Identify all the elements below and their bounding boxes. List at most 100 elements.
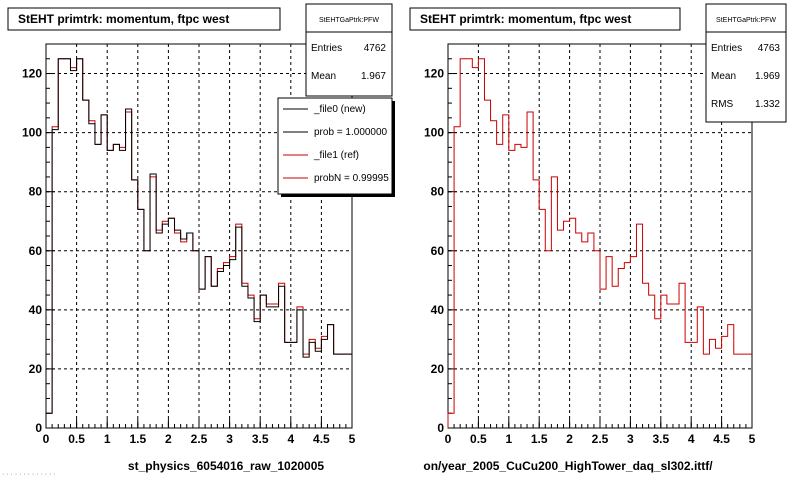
histogram-bin — [309, 342, 315, 428]
histogram-bin — [175, 230, 181, 428]
histogram-bin — [223, 266, 229, 428]
chart-title: StEHT primtrk: momentum, ftpc west — [420, 12, 631, 26]
histogram-bin — [612, 286, 618, 428]
histogram-bin — [334, 354, 340, 428]
histogram-bin — [119, 150, 125, 428]
histogram-bin — [673, 304, 679, 428]
histogram-bin — [697, 307, 703, 428]
histogram-bin — [564, 221, 570, 428]
chart-title-box — [7, 7, 281, 31]
histogram-bin — [557, 230, 563, 428]
histogram-bin — [162, 224, 168, 428]
histogram-bin — [52, 130, 58, 428]
histogram-bin — [150, 174, 156, 428]
histogram-bin — [454, 127, 460, 428]
histogram-bin — [709, 339, 715, 428]
histogram-bin — [576, 233, 582, 428]
legend-shadow — [392, 101, 395, 197]
legend-label: _file0 (new) — [313, 104, 366, 115]
histogram-bin — [472, 68, 478, 428]
x-tick-label: 2.5 — [592, 432, 609, 446]
x-tick-label: 5 — [349, 432, 356, 446]
histogram-bin — [187, 233, 193, 428]
legend-shadow — [281, 194, 395, 197]
histogram-bin — [618, 268, 624, 428]
x-tick-label: 2.5 — [191, 432, 208, 446]
histogram-bin — [685, 342, 691, 428]
histogram-bin — [217, 271, 223, 428]
x-tick-label: 0.5 — [470, 432, 487, 446]
y-tick-label: 100 — [424, 126, 444, 140]
histogram-bin — [600, 289, 606, 428]
histogram-bin — [83, 100, 89, 428]
y-tick-label: 0 — [437, 421, 444, 435]
histogram-series — [45, 58, 352, 428]
histogram-bin — [521, 147, 527, 428]
histogram-bin — [594, 251, 600, 428]
histogram-bin — [144, 251, 150, 428]
histogram-bin — [248, 298, 254, 428]
histogram-bin — [491, 121, 497, 428]
x-tick-label: 4.5 — [313, 432, 330, 446]
x-axis-label: on/year_2005_CuCu200_HighTower_daq_sl302… — [423, 459, 713, 473]
histogram-bin — [132, 180, 138, 428]
x-tick-label: 1.5 — [531, 432, 548, 446]
histogram-bin — [138, 209, 144, 428]
histogram-bin — [315, 351, 321, 428]
footer-faint-text: · · · · · · · · · · · · · — [2, 471, 56, 478]
y-tick-label: 20 — [29, 362, 43, 376]
x-tick-label: 0 — [43, 432, 50, 446]
stats-label: Entries — [711, 43, 742, 54]
x-tick-label: 3.5 — [652, 432, 669, 446]
histogram-bin — [156, 233, 162, 428]
histogram-bin — [236, 227, 242, 428]
legend-label: prob = 1.000000 — [314, 127, 388, 138]
histogram-bin — [126, 109, 132, 428]
histogram-bin — [649, 295, 655, 428]
histogram-bin — [260, 295, 266, 428]
y-tick-label: 100 — [22, 126, 42, 140]
histogram-bin — [497, 144, 503, 428]
histogram-bin — [193, 251, 199, 428]
histogram-bin — [297, 310, 303, 428]
histogram-bin — [740, 354, 746, 428]
legend-label: _file1 (ref) — [313, 150, 359, 161]
histogram-bin — [533, 180, 539, 428]
histogram-bin — [89, 124, 95, 428]
histogram-bin — [545, 251, 551, 428]
histogram-bin — [503, 115, 509, 428]
y-tick-label: 40 — [431, 303, 445, 317]
histogram-bin — [551, 177, 557, 428]
stats-label: Entries — [311, 43, 342, 54]
stats-box — [305, 3, 393, 97]
legend-label: probN = 0.99995 — [314, 173, 389, 184]
histogram-bin — [466, 59, 472, 428]
histogram-bin — [321, 339, 327, 428]
histogram-bin — [285, 342, 291, 428]
histogram-bin — [679, 283, 685, 428]
histogram-bin — [588, 233, 594, 428]
right-histogram-pad: 0 0.5 1 1.5 2 2.5 3 3.5 4 4.5 5 0 20 40 60 80 100 120 StEH… — [409, 3, 787, 473]
x-axis-label: st_physics_6054016_raw_1020005 — [128, 459, 324, 473]
histogram-bin — [95, 144, 101, 428]
x-tick-label: 3 — [226, 432, 233, 446]
x-tick-label: 1 — [505, 432, 512, 446]
x-tick-label: 1.5 — [129, 432, 146, 446]
histogram-bin — [691, 342, 697, 428]
chart-title-box — [409, 7, 681, 31]
histogram-bin — [460, 59, 466, 428]
stats-name: StEHTGaPtrk:PFW — [716, 17, 776, 24]
histogram-bin — [734, 354, 740, 428]
histogram-bin — [211, 286, 217, 428]
histogram-bin — [539, 209, 545, 428]
histogram-bin — [746, 354, 752, 428]
stats-value: 1.969 — [755, 71, 780, 82]
histogram-bin — [279, 286, 285, 428]
stats-label: RMS — [711, 99, 734, 110]
stats-value: 1.967 — [361, 71, 386, 82]
x-tick-label: 2 — [165, 432, 172, 446]
stats-value: 1.332 — [755, 99, 780, 110]
histogram-bin — [346, 354, 352, 428]
histogram-bin — [515, 144, 521, 428]
